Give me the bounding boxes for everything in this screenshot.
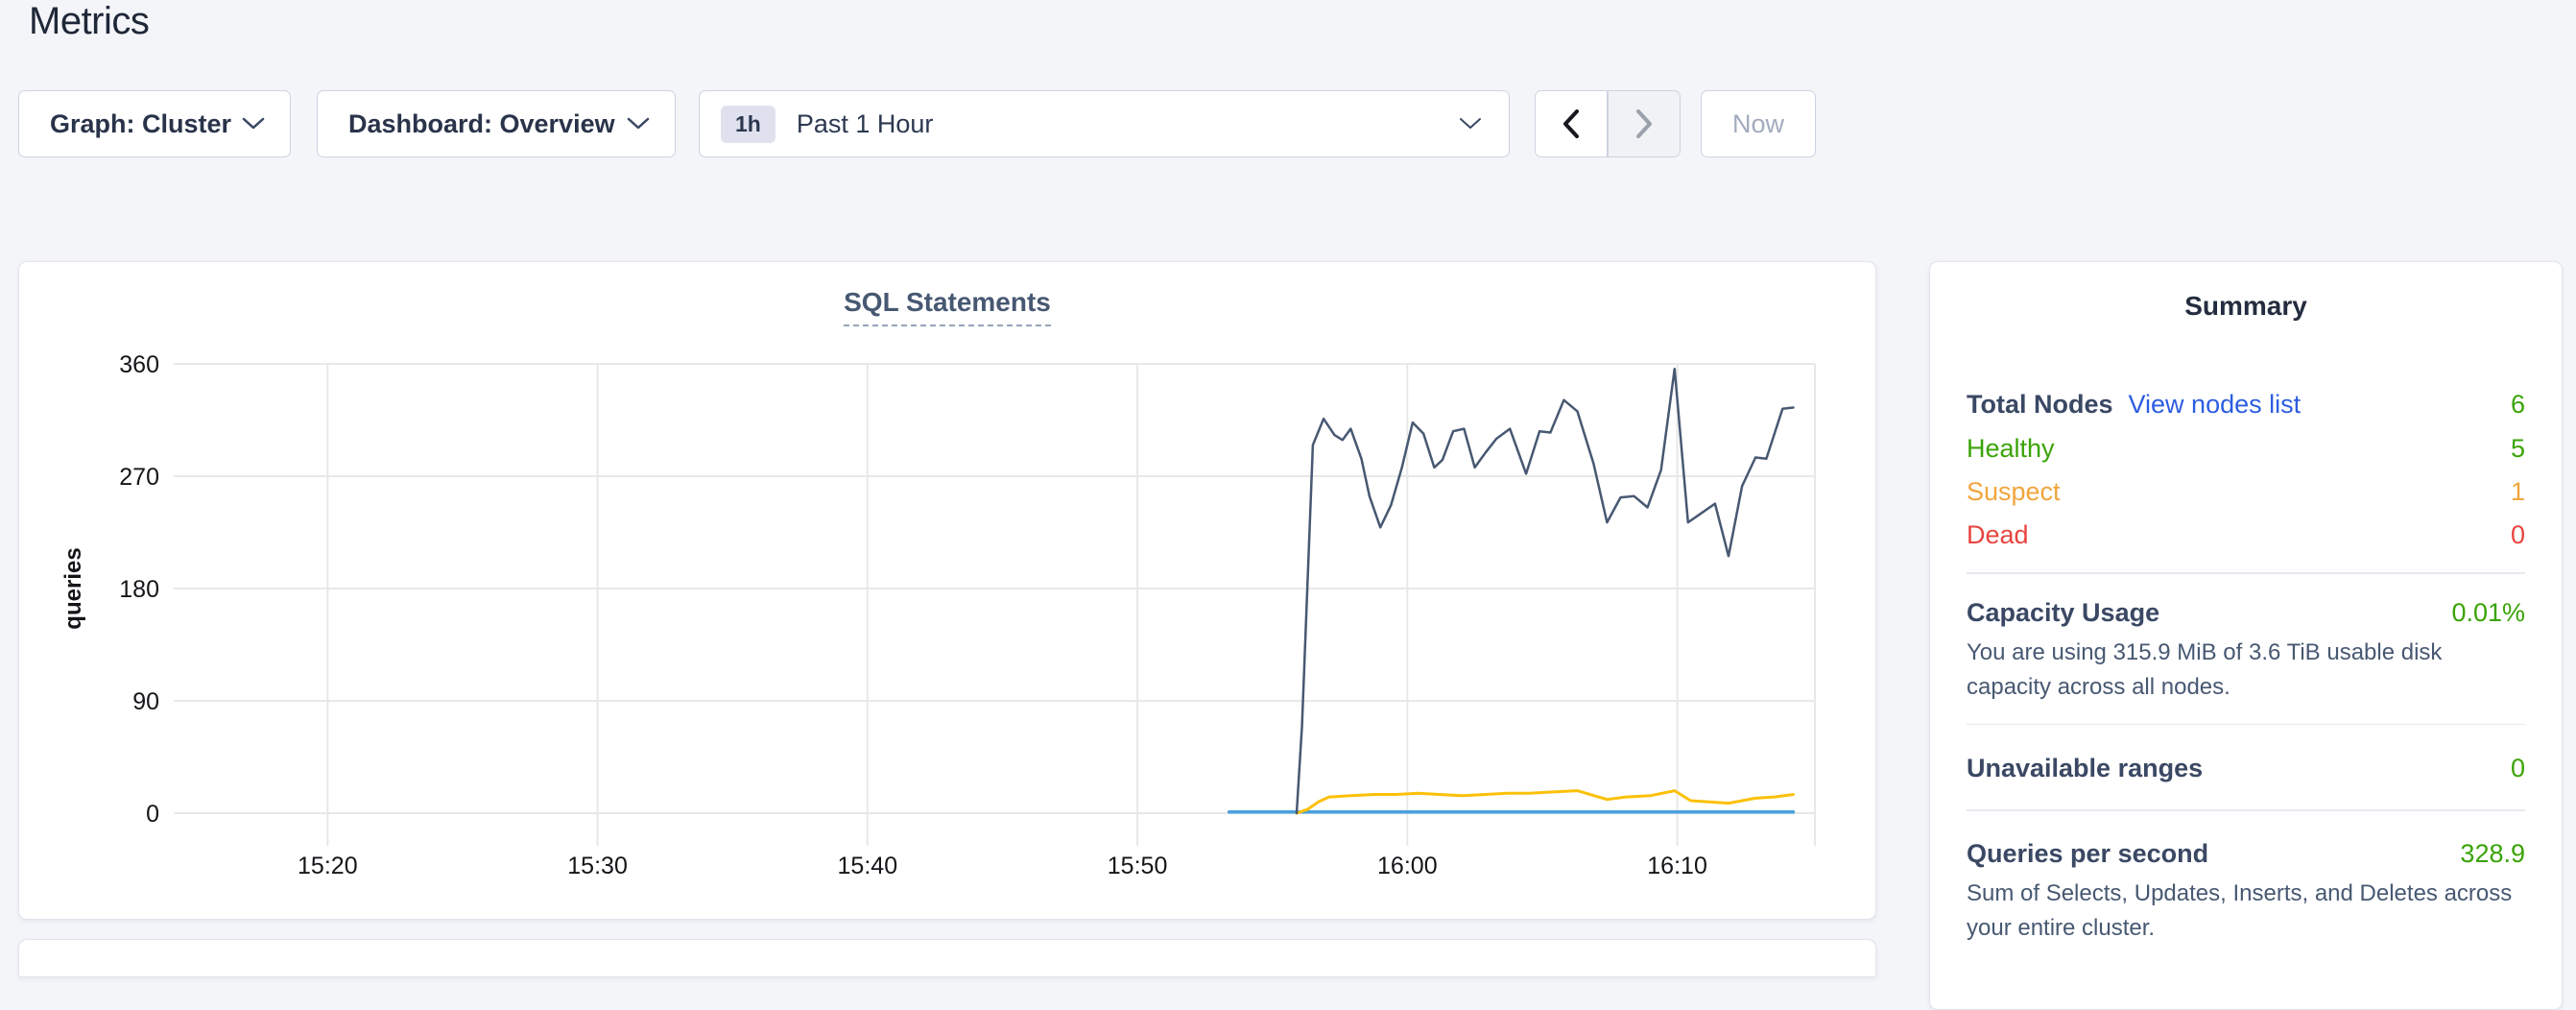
capacity-usage-row: Capacity Usage 0.01% — [1967, 593, 2525, 634]
queries-per-second-description: Sum of Selects, Updates, Inserts, and De… — [1967, 879, 2513, 941]
chevron-right-icon — [1635, 109, 1653, 138]
y-axis-tick: 360 — [119, 351, 159, 378]
node-status-value: 5 — [2510, 434, 2525, 463]
divider — [1967, 723, 2525, 725]
chart-title-wrap: SQL Statements — [19, 287, 1875, 326]
chart-title[interactable]: SQL Statements — [844, 287, 1051, 326]
unavailable-ranges-label: Unavailable ranges — [1967, 753, 2204, 782]
chevron-down-icon — [1459, 117, 1482, 131]
dashboard-dropdown-label: Dashboard: Overview — [348, 108, 615, 138]
unavailable-ranges-row: Unavailable ranges 0 — [1967, 748, 2525, 788]
now-button[interactable]: Now — [1701, 90, 1816, 157]
divider — [1967, 809, 2525, 811]
queries-per-second-row: Queries per second 328.9 — [1967, 834, 2525, 875]
y-axis-tick: 180 — [119, 576, 159, 603]
divider — [1967, 572, 2525, 574]
total-nodes-label: Total Nodes — [1967, 389, 2113, 419]
node-status-value: 1 — [2510, 477, 2525, 506]
graph-dropdown-label: Graph: Cluster — [50, 108, 232, 138]
total-nodes-value: 6 — [2510, 389, 2525, 419]
series-navy-line — [1295, 367, 1795, 815]
time-pager — [1535, 90, 1681, 157]
node-status-label: Suspect — [1967, 477, 2061, 506]
nodes-block: Total Nodes View nodes list 6 Healthy 5 Su… — [1967, 381, 2525, 557]
capacity-usage-description: You are using 315.9 MiB of 3.6 TiB usabl… — [1967, 638, 2443, 700]
y-axis-tick: 0 — [146, 801, 159, 828]
node-status-label: Dead — [1967, 520, 2029, 549]
dashboard-dropdown[interactable]: Dashboard: Overview — [317, 90, 676, 157]
queries-per-second-label: Queries per second — [1967, 839, 2209, 868]
view-nodes-list-link[interactable]: View nodes list — [2128, 389, 2302, 419]
y-axis-tick: 90 — [132, 688, 159, 715]
node-status-value: 0 — [2510, 520, 2525, 549]
total-nodes-row: Total Nodes View nodes list 6 — [1967, 381, 2525, 427]
x-axis-tick: 16:10 — [1647, 853, 1707, 879]
node-status-row: Healthy 5 — [1967, 427, 2525, 470]
node-status-rows: Healthy 5 Suspect 1 Dead 0 — [1967, 427, 2525, 557]
time-range-label: Past 1 Hour — [796, 108, 934, 138]
sql-statements-chart-card: SQL Statements 0 90 180 270 360 15:20 15:30 15:… — [18, 261, 1876, 920]
x-axis-tick: 15:40 — [838, 853, 898, 879]
series-yellow-line — [1295, 789, 1795, 815]
y-axis-title: queries — [60, 547, 86, 629]
capacity-usage-value: 0.01% — [2451, 598, 2525, 627]
node-status-row: Dead 0 — [1967, 514, 2525, 557]
y-axis-tick: 270 — [119, 464, 159, 491]
x-axis-tick: 15:20 — [298, 853, 358, 879]
prev-time-button[interactable] — [1536, 91, 1608, 156]
pager-divider — [1607, 91, 1609, 156]
x-axis-tick: 15:50 — [1108, 853, 1168, 879]
summary-panel: Summary Total Nodes View nodes list 6 He… — [1929, 261, 2563, 1010]
queries-per-second-value: 328.9 — [2460, 839, 2525, 868]
sql-statements-chart[interactable]: 0 90 180 270 360 15:20 15:30 15:40 15:50 16:00 16:… — [19, 262, 1874, 918]
node-status-label: Healthy — [1967, 434, 2055, 463]
x-axis-tick: 16:00 — [1377, 853, 1438, 879]
chevron-down-icon — [242, 117, 265, 131]
graph-dropdown[interactable]: Graph: Cluster — [18, 90, 291, 157]
chevron-down-icon — [627, 117, 650, 131]
time-range-badge: 1h — [721, 105, 775, 143]
node-status-row: Suspect 1 — [1967, 470, 2525, 514]
unavailable-ranges-value: 0 — [2510, 753, 2525, 782]
page-title: Metrics — [29, 0, 150, 42]
chevron-left-icon — [1562, 109, 1580, 138]
next-chart-card-sliver — [18, 939, 1876, 977]
capacity-usage-label: Capacity Usage — [1967, 598, 2160, 627]
time-range-selector[interactable]: 1h Past 1 Hour — [699, 90, 1510, 157]
next-time-button[interactable] — [1608, 91, 1680, 156]
summary-title: Summary — [2184, 291, 2307, 321]
metrics-page: Metrics Graph: Cluster Dashboard: Overvi… — [18, 0, 2563, 1010]
x-axis-tick: 15:30 — [567, 853, 628, 879]
